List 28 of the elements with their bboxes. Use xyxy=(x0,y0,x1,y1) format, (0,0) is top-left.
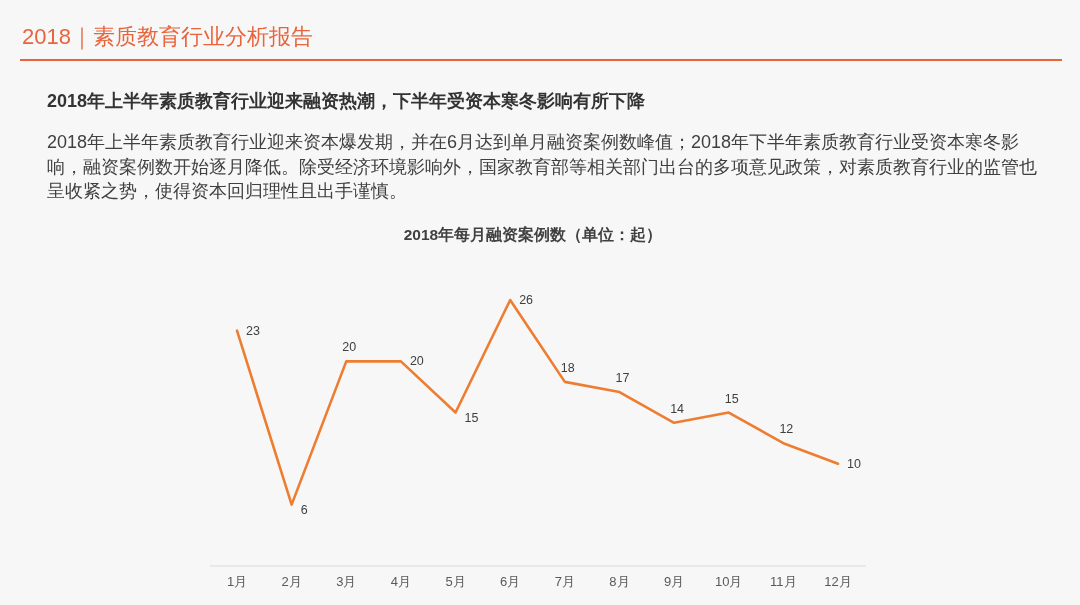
data-label: 12 xyxy=(779,422,794,437)
annotation: 2018年上半年素质教育行业迎来融资热潮，下半年受资本寒冬影响有所下降 xyxy=(47,90,647,113)
x-tick-label: 9月 xyxy=(663,573,685,589)
data-label: 26 xyxy=(519,293,534,307)
chart-title: 2018年每月融资案例数（单位：起） xyxy=(403,224,663,244)
x-tick-label: 2月 xyxy=(281,573,302,589)
data-label: 23 xyxy=(246,323,260,338)
x-tick-label: 7月 xyxy=(554,573,575,589)
x-tick-label: 8月 xyxy=(609,573,630,589)
annotation: 2018年上半年素质教育行业迎来资本爆发期，并在6月达到单月融资案例数峰值；2018年下半年素质教育行业受资本寒冬影响，融资案例数开始逐月降低。除受经济环境影响外，国家教育部等相关部门出台的多项意见政策，对素质教育行业的监管也呈收紧之势，使得资本回归理性且出手谨慎。 xyxy=(47,131,1037,203)
x-tick-label: 6月 xyxy=(500,573,521,589)
data-label: 17 xyxy=(615,371,630,386)
x-tick-label: 10月 xyxy=(714,573,743,589)
x-tick-label: 12月 xyxy=(824,573,852,589)
x-tick-label: 11月 xyxy=(770,573,797,589)
data-label: 14 xyxy=(670,401,685,416)
x-tick-label: 3月 xyxy=(336,573,357,589)
x-tick-label: 1月 xyxy=(226,573,248,589)
data-label: 6 xyxy=(300,502,308,517)
annotation: 2018｜素质教育行业分析报告 xyxy=(22,23,314,52)
data-label: 20 xyxy=(342,340,357,355)
x-tick-label: 5月 xyxy=(445,573,466,589)
data-label: 10 xyxy=(847,456,861,471)
data-label: 18 xyxy=(560,360,575,375)
data-label: 20 xyxy=(409,354,424,369)
data-label: 15 xyxy=(464,410,479,425)
data-label: 15 xyxy=(724,391,739,406)
x-tick-label: 4月 xyxy=(390,573,412,589)
